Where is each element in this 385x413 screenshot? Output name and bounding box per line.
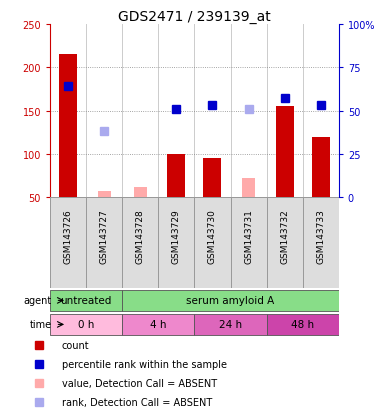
Text: GSM143728: GSM143728 (136, 209, 145, 263)
Bar (312, 137, 330, 198)
Bar (194, 314, 266, 335)
Bar (86, 198, 122, 289)
Text: untreated: untreated (60, 296, 112, 306)
Text: GSM143733: GSM143733 (316, 209, 325, 263)
Bar (242, 179, 255, 198)
Bar (266, 314, 339, 335)
Text: 24 h: 24 h (219, 320, 242, 330)
Bar (50, 290, 122, 311)
Bar (303, 198, 339, 289)
Text: GSM143730: GSM143730 (208, 209, 217, 263)
Bar (59, 55, 77, 198)
Text: 4 h: 4 h (150, 320, 167, 330)
Text: GSM143731: GSM143731 (244, 209, 253, 263)
Text: rank, Detection Call = ABSENT: rank, Detection Call = ABSENT (62, 396, 212, 407)
Bar (122, 314, 194, 335)
Title: GDS2471 / 239139_at: GDS2471 / 239139_at (118, 10, 271, 24)
Text: count: count (62, 340, 89, 350)
Bar (266, 198, 303, 289)
Bar (50, 198, 86, 289)
Bar (50, 314, 122, 335)
Bar (122, 290, 339, 311)
Text: GSM143729: GSM143729 (172, 209, 181, 263)
Text: agent: agent (23, 296, 52, 306)
Text: time: time (30, 320, 52, 330)
Bar (134, 188, 147, 198)
Text: 48 h: 48 h (291, 320, 314, 330)
Bar (158, 198, 194, 289)
Text: 0 h: 0 h (78, 320, 94, 330)
Bar (167, 154, 186, 198)
Text: GSM143732: GSM143732 (280, 209, 289, 263)
Text: value, Detection Call = ABSENT: value, Detection Call = ABSENT (62, 378, 217, 388)
Text: percentile rank within the sample: percentile rank within the sample (62, 359, 227, 369)
Bar (98, 192, 110, 198)
Bar (276, 107, 294, 198)
Text: serum amyloid A: serum amyloid A (186, 296, 275, 306)
Bar (194, 198, 231, 289)
Text: GSM143727: GSM143727 (100, 209, 109, 263)
Bar (122, 198, 158, 289)
Bar (231, 198, 266, 289)
Text: GSM143726: GSM143726 (64, 209, 73, 263)
Bar (203, 159, 221, 198)
